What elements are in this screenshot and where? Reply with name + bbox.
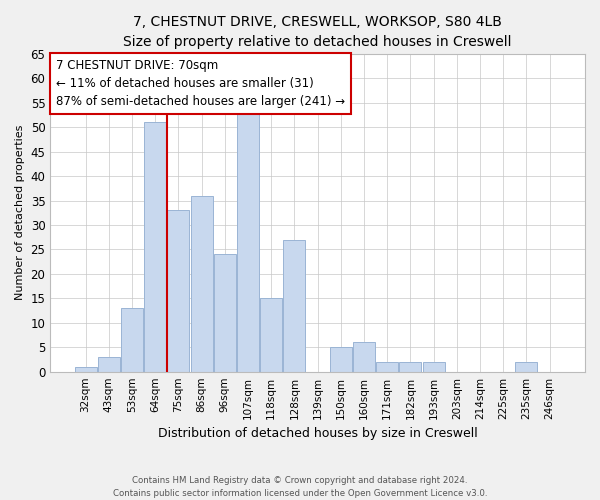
Bar xyxy=(260,298,282,372)
Bar xyxy=(283,240,305,372)
X-axis label: Distribution of detached houses by size in Creswell: Distribution of detached houses by size … xyxy=(158,427,478,440)
Bar xyxy=(353,342,375,372)
Text: 7 CHESTNUT DRIVE: 70sqm
← 11% of detached houses are smaller (31)
87% of semi-de: 7 CHESTNUT DRIVE: 70sqm ← 11% of detache… xyxy=(56,58,345,108)
Bar xyxy=(376,362,398,372)
Bar xyxy=(330,347,352,372)
Title: 7, CHESTNUT DRIVE, CRESWELL, WORKSOP, S80 4LB
Size of property relative to detac: 7, CHESTNUT DRIVE, CRESWELL, WORKSOP, S8… xyxy=(124,15,512,48)
Bar xyxy=(214,254,236,372)
Bar xyxy=(422,362,445,372)
Bar xyxy=(144,122,166,372)
Text: Contains HM Land Registry data © Crown copyright and database right 2024.
Contai: Contains HM Land Registry data © Crown c… xyxy=(113,476,487,498)
Bar xyxy=(167,210,190,372)
Bar xyxy=(237,108,259,372)
Bar xyxy=(74,367,97,372)
Bar xyxy=(191,196,212,372)
Bar xyxy=(400,362,421,372)
Y-axis label: Number of detached properties: Number of detached properties xyxy=(15,125,25,300)
Bar xyxy=(98,357,120,372)
Bar xyxy=(121,308,143,372)
Bar xyxy=(515,362,538,372)
